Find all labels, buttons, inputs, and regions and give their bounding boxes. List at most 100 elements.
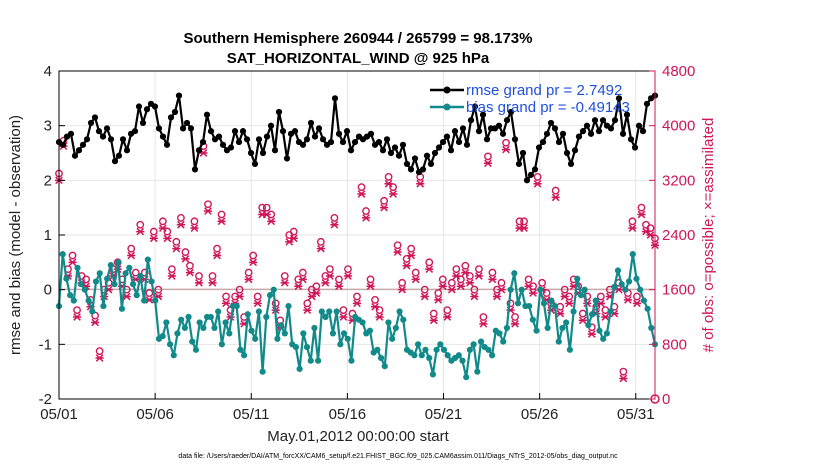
obs-assimilated-marker (402, 261, 411, 270)
y-tick-label-right: 4000 (662, 118, 695, 135)
rmse-point (543, 130, 551, 137)
obs-assimilated-marker (425, 265, 434, 273)
rmse-point (479, 111, 487, 118)
obs-possible-marker (538, 278, 547, 287)
obs-assimilated-marker (357, 190, 366, 198)
rmse-point (183, 119, 191, 127)
obs-assimilated-marker (488, 275, 497, 284)
rmse-point (107, 136, 115, 143)
bias-point (159, 333, 166, 340)
obs-possible-marker (140, 268, 149, 277)
rmse-point (535, 144, 543, 151)
bias-point (507, 286, 514, 293)
obs-possible-marker (560, 285, 569, 294)
obs-assimilated-marker (601, 313, 610, 321)
rmse-point (59, 141, 67, 148)
rmse-point (611, 117, 619, 124)
obs-possible-marker (289, 227, 298, 236)
rmse-point (163, 141, 171, 148)
bias-point (592, 297, 599, 304)
obs-possible-marker (181, 248, 190, 256)
obs-possible-marker (384, 173, 393, 181)
obs-possible-marker (136, 220, 145, 229)
obs-possible-marker (452, 265, 461, 274)
rmse-point (119, 136, 127, 143)
bias-point (381, 363, 388, 370)
bias-point (563, 319, 570, 326)
obs-assimilated-marker (641, 227, 651, 236)
bias-point (637, 286, 644, 293)
rmse-point (467, 117, 475, 124)
bias-point (574, 275, 581, 282)
rmse-point (67, 130, 75, 137)
bias-point (489, 352, 496, 359)
obs-possible-marker (167, 265, 176, 274)
obs-assimilated-marker (465, 279, 474, 287)
bias-point (118, 305, 126, 312)
obs-assimilated-marker (375, 313, 384, 321)
rmse-point (575, 133, 583, 140)
obs-possible-marker (131, 268, 140, 277)
rmse-point (503, 117, 511, 124)
obs-assimilated-marker (321, 279, 330, 287)
bias-point (337, 341, 344, 348)
bias-point (366, 327, 374, 334)
obs-possible-marker (316, 237, 325, 246)
obs-assimilated-marker (316, 244, 325, 253)
bias-point (307, 357, 314, 364)
bias-point (570, 308, 577, 315)
obs-possible-marker (542, 289, 551, 297)
obs-assimilated-marker (370, 302, 380, 311)
bias-point (92, 278, 100, 285)
obs-possible-marker (389, 183, 398, 192)
obs-possible-marker (646, 224, 655, 233)
obs-possible-marker (420, 285, 429, 294)
rmse-point (179, 125, 187, 132)
obs-possible-marker (362, 207, 370, 215)
bias-point (111, 281, 118, 288)
rmse-point (79, 141, 87, 148)
rmse-point (571, 147, 579, 154)
rmse-point (551, 125, 559, 132)
bias-point (585, 322, 592, 329)
obs-possible-marker (371, 296, 379, 304)
obs-assimilated-marker (429, 316, 438, 325)
bias-point (526, 302, 533, 310)
obs-assimilated-marker (217, 217, 226, 226)
rmse-point (259, 149, 267, 157)
obs-assimilated-marker (366, 282, 375, 291)
bias-point (329, 330, 337, 337)
obs-possible-marker (484, 152, 492, 161)
rmse-point (95, 128, 103, 135)
bias-point (170, 352, 177, 359)
obs-possible-marker (578, 309, 587, 318)
bias-point (326, 308, 333, 315)
bias-point (59, 251, 66, 258)
rmse-point (271, 147, 279, 154)
obs-possible-marker (628, 217, 637, 226)
bias-point (440, 346, 448, 353)
obs-possible-marker (461, 261, 470, 270)
bias-point (503, 324, 511, 332)
rmse-point (387, 149, 395, 157)
obs-possible-marker (402, 255, 411, 263)
rmse-point (227, 144, 235, 151)
rmse-point (379, 147, 387, 154)
obs-assimilated-marker (565, 299, 574, 308)
obs-assimilated-marker (149, 234, 158, 243)
y-tick-label-right: 800 (662, 336, 687, 353)
rmse-point (587, 130, 595, 137)
bias-point (67, 292, 74, 299)
obs-possible-marker (258, 203, 267, 212)
bias-point (455, 352, 462, 359)
bias-point (422, 346, 429, 353)
obs-possible-marker (375, 306, 384, 315)
obs-assimilated-marker (389, 190, 398, 198)
obs-possible-marker (222, 292, 230, 301)
bias-point (618, 281, 625, 288)
obs-assimilated-marker (208, 279, 217, 287)
obs-possible-marker (217, 210, 226, 219)
obs-assimilated-marker (294, 282, 303, 291)
bias-point (470, 341, 477, 348)
rmse-point (459, 125, 467, 132)
